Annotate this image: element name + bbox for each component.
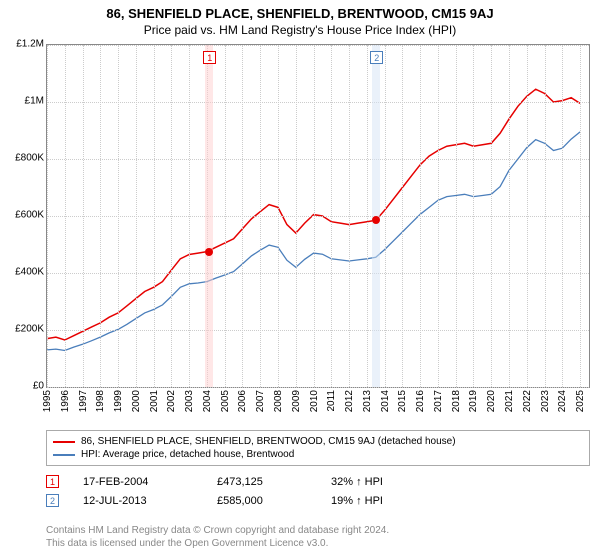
legend-item: HPI: Average price, detached house, Bren… xyxy=(53,448,583,461)
sale-price: £473,125 xyxy=(217,476,307,488)
legend-swatch xyxy=(53,454,75,456)
x-axis-label: 2004 xyxy=(202,390,213,420)
x-axis-label: 1995 xyxy=(42,390,53,420)
x-axis-label: 2014 xyxy=(380,390,391,420)
sale-row: 1 17-FEB-2004 £473,125 32% ↑ HPI xyxy=(46,472,590,491)
x-axis-label: 2018 xyxy=(451,390,462,420)
chart-subtitle: Price paid vs. HM Land Registry's House … xyxy=(0,21,600,41)
legend: 86, SHENFIELD PLACE, SHENFIELD, BRENTWOO… xyxy=(46,430,590,466)
sale-row-marker: 1 xyxy=(46,475,59,488)
sale-marker-label: 2 xyxy=(370,51,383,64)
x-axis-label: 2002 xyxy=(166,390,177,420)
sale-date: 12-JUL-2013 xyxy=(83,495,193,507)
x-axis-label: 2025 xyxy=(575,390,586,420)
chart-container: 86, SHENFIELD PLACE, SHENFIELD, BRENTWOO… xyxy=(0,0,600,560)
sale-marker-label: 1 xyxy=(203,51,216,64)
sale-point-dot xyxy=(205,248,213,256)
x-axis-label: 2000 xyxy=(131,390,142,420)
sale-price: £585,000 xyxy=(217,495,307,507)
x-axis-label: 2023 xyxy=(540,390,551,420)
sale-highlight-band xyxy=(205,45,213,387)
legend-label: HPI: Average price, detached house, Bren… xyxy=(81,449,294,460)
y-axis-label: £400K xyxy=(4,267,44,278)
x-axis-label: 2008 xyxy=(273,390,284,420)
x-axis-label: 2009 xyxy=(291,390,302,420)
x-axis-label: 2015 xyxy=(397,390,408,420)
legend-swatch xyxy=(53,441,75,443)
x-axis-label: 2006 xyxy=(237,390,248,420)
y-axis-label: £800K xyxy=(4,153,44,164)
sale-row-marker: 2 xyxy=(46,494,59,507)
y-axis-label: £200K xyxy=(4,324,44,335)
x-axis-label: 2019 xyxy=(468,390,479,420)
x-axis-label: 2010 xyxy=(309,390,320,420)
legend-item: 86, SHENFIELD PLACE, SHENFIELD, BRENTWOO… xyxy=(53,435,583,448)
y-axis-label: £0 xyxy=(4,381,44,392)
y-axis-label: £1M xyxy=(4,96,44,107)
plot-area: 12 xyxy=(46,44,590,388)
sale-delta: 19% ↑ HPI xyxy=(331,495,421,507)
x-axis-label: 2012 xyxy=(344,390,355,420)
sale-row: 2 12-JUL-2013 £585,000 19% ↑ HPI xyxy=(46,491,590,510)
x-axis-label: 2007 xyxy=(255,390,266,420)
chart-title: 86, SHENFIELD PLACE, SHENFIELD, BRENTWOO… xyxy=(0,0,600,21)
legend-label: 86, SHENFIELD PLACE, SHENFIELD, BRENTWOO… xyxy=(81,436,456,447)
y-axis-label: £600K xyxy=(4,210,44,221)
x-axis-label: 1999 xyxy=(113,390,124,420)
y-axis-label: £1.2M xyxy=(4,39,44,50)
x-axis-label: 1997 xyxy=(78,390,89,420)
x-axis-label: 2003 xyxy=(184,390,195,420)
sale-events: 1 17-FEB-2004 £473,125 32% ↑ HPI 2 12-JUL-201… xyxy=(46,472,590,510)
x-axis-label: 2020 xyxy=(486,390,497,420)
x-axis-label: 2001 xyxy=(149,390,160,420)
footer-line-2: This data is licensed under the Open Gov… xyxy=(46,537,590,550)
sale-date: 17-FEB-2004 xyxy=(83,476,193,488)
x-axis-label: 2005 xyxy=(220,390,231,420)
footer-line-1: Contains HM Land Registry data © Crown c… xyxy=(46,524,590,537)
x-axis-label: 2016 xyxy=(415,390,426,420)
x-axis-label: 2021 xyxy=(504,390,515,420)
x-axis-label: 2022 xyxy=(522,390,533,420)
x-axis-label: 2011 xyxy=(326,390,337,420)
footer-attribution: Contains HM Land Registry data © Crown c… xyxy=(46,524,590,550)
x-axis-label: 1996 xyxy=(60,390,71,420)
x-axis-label: 2017 xyxy=(433,390,444,420)
x-axis-label: 2024 xyxy=(557,390,568,420)
sale-point-dot xyxy=(372,216,380,224)
x-axis-label: 1998 xyxy=(95,390,106,420)
sale-delta: 32% ↑ HPI xyxy=(331,476,421,488)
x-axis-label: 2013 xyxy=(362,390,373,420)
